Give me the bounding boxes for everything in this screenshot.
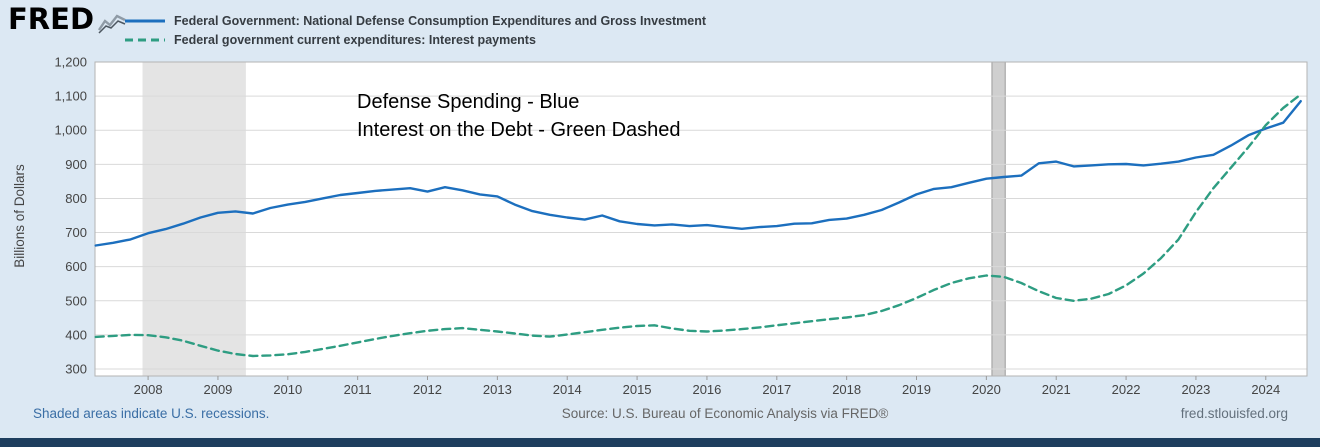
x-tick-label: 2024 <box>1251 382 1280 397</box>
legend-label-defense: Federal Government: National Defense Con… <box>174 13 707 28</box>
x-tick-label: 2023 <box>1181 382 1210 397</box>
y-axis-title: Billions of Dollars <box>12 164 27 268</box>
y-tick-label: 500 <box>65 293 87 308</box>
interest-line-swatch <box>125 38 165 41</box>
x-tick-label: 2020 <box>972 382 1001 397</box>
chart-legend: Federal Government: National Defense Con… <box>125 11 706 49</box>
x-tick-label: 2011 <box>344 382 372 397</box>
site-link[interactable]: fred.stlouisfed.org <box>1180 406 1288 421</box>
recession-band-1 <box>991 61 1006 377</box>
y-tick-label: 900 <box>65 157 87 172</box>
recession-note-link[interactable]: Shaded areas indicate U.S. recessions. <box>33 406 270 421</box>
defense-line-swatch <box>125 19 165 22</box>
plot-border <box>94 61 1308 377</box>
x-tick-label: 2008 <box>134 382 163 397</box>
annotation-line-1: Interest on the Debt - Green Dashed <box>357 119 681 141</box>
x-tick-label: 2019 <box>902 382 931 397</box>
x-tick-label: 2016 <box>692 382 721 397</box>
annotation-line-0: Defense Spending - Blue <box>357 91 579 113</box>
y-tick-label: 400 <box>65 327 87 342</box>
y-tick-label: 1,100 <box>54 89 87 104</box>
x-tick-label: 2014 <box>553 382 582 397</box>
x-tick-label: 2017 <box>762 382 791 397</box>
y-tick-label: 1,200 <box>54 55 87 70</box>
y-tick-label: 300 <box>65 362 87 377</box>
legend-item-defense[interactable]: Federal Government: National Defense Con… <box>125 11 706 30</box>
x-tick-label: 2012 <box>413 382 442 397</box>
y-tick-label: 1,000 <box>54 123 87 138</box>
legend-item-interest[interactable]: Federal government current expenditures:… <box>125 30 706 49</box>
defense-series-line[interactable] <box>94 100 1302 247</box>
fred-logo[interactable]: FRED <box>8 2 127 36</box>
y-tick-label: 700 <box>65 225 87 240</box>
source-note: Source: U.S. Bureau of Economic Analysis… <box>561 406 889 421</box>
x-tick-label: 2015 <box>623 382 652 397</box>
x-tick-label: 2013 <box>483 382 512 397</box>
x-tick-label: 2018 <box>832 382 861 397</box>
x-tick-label: 2009 <box>203 382 232 397</box>
x-tick-label: 2010 <box>273 382 302 397</box>
fred-logo-text: FRED <box>8 2 95 36</box>
y-tick-label: 600 <box>65 259 87 274</box>
legend-label-interest: Federal government current expenditures:… <box>174 32 536 47</box>
chart-plot-area[interactable]: 300 400 500 600 700 800 900 1,000 1,100 1,200 2008… <box>0 50 1320 402</box>
bottom-bar <box>0 438 1320 447</box>
y-tick-label: 800 <box>65 191 87 206</box>
interest-series-line[interactable] <box>94 93 1302 358</box>
x-tick-label: 2021 <box>1042 382 1071 397</box>
x-tick-label: 2022 <box>1112 382 1141 397</box>
fred-logo-chart-icon <box>98 14 126 34</box>
plot-background <box>95 62 1307 376</box>
chart-footer: Shaded areas indicate U.S. recessions. S… <box>0 406 1320 421</box>
